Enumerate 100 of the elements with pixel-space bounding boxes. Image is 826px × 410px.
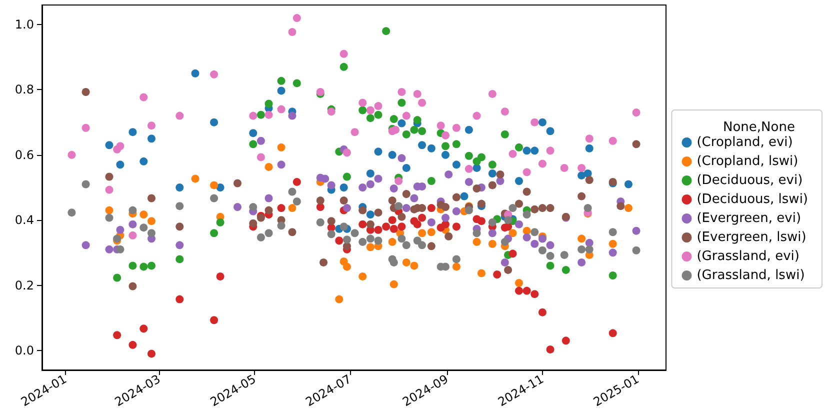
point [436,122,445,130]
point [128,206,137,214]
point [350,128,359,136]
point [390,258,398,266]
point [128,262,137,270]
point [441,142,450,150]
point [216,272,224,280]
point [82,241,90,250]
point [147,194,156,202]
point [427,218,436,226]
point [585,144,594,152]
point [452,222,460,231]
point [477,153,486,162]
point [410,126,418,134]
point [488,240,496,248]
point [340,222,348,231]
point [340,62,348,71]
point [464,164,473,173]
point [277,105,286,114]
point [342,204,351,212]
point [410,194,418,202]
point [292,79,301,88]
point [277,76,286,85]
point [249,203,258,212]
point [264,206,273,214]
point [147,262,156,270]
point [147,122,156,130]
point [128,128,137,136]
point [508,229,517,238]
point [388,150,396,159]
point [632,140,640,148]
point [350,229,359,238]
point [402,204,410,212]
point [538,246,546,254]
point [140,324,148,333]
point [388,238,396,246]
point [277,204,286,212]
point [327,230,336,238]
point [398,222,406,231]
point [398,154,406,162]
point [398,88,406,96]
point [342,172,351,181]
point [578,234,586,243]
point [388,216,396,224]
point [390,224,398,233]
point [210,316,218,324]
point [515,286,523,295]
point [264,100,273,108]
point [515,220,523,228]
point [358,238,367,246]
point [288,228,296,236]
point [402,112,410,120]
point [277,86,286,95]
point [358,220,367,228]
point [374,226,382,234]
point [68,150,76,159]
point [488,229,496,238]
point [500,108,509,116]
point [105,141,114,150]
point [68,208,76,217]
point [233,203,242,212]
y-tick-label: 0.2 [14,278,34,292]
legend-label: (Grassland, evi) [696,249,800,264]
point [210,194,218,202]
point [382,27,390,36]
point [249,129,258,138]
point [538,118,546,126]
point [488,90,496,98]
point [504,222,512,231]
point [608,329,617,338]
point [342,236,351,244]
point [578,258,586,266]
point [82,180,90,188]
point [546,252,554,260]
point [105,206,114,214]
point [477,217,486,226]
point [382,222,390,231]
point [504,266,512,274]
point [366,180,374,188]
point [390,280,398,288]
point [358,184,367,192]
point [358,98,367,107]
point [116,245,124,254]
point [496,170,504,178]
point [464,126,473,134]
point [546,262,554,270]
point [140,262,148,271]
point [210,70,218,78]
point [427,144,436,152]
point [515,176,523,185]
point [515,143,523,152]
point [464,206,473,214]
point [366,169,374,178]
point [546,146,554,155]
point [418,214,426,222]
point [500,238,509,246]
point [402,164,410,172]
point [316,196,324,205]
point [176,112,184,120]
point [608,240,617,248]
